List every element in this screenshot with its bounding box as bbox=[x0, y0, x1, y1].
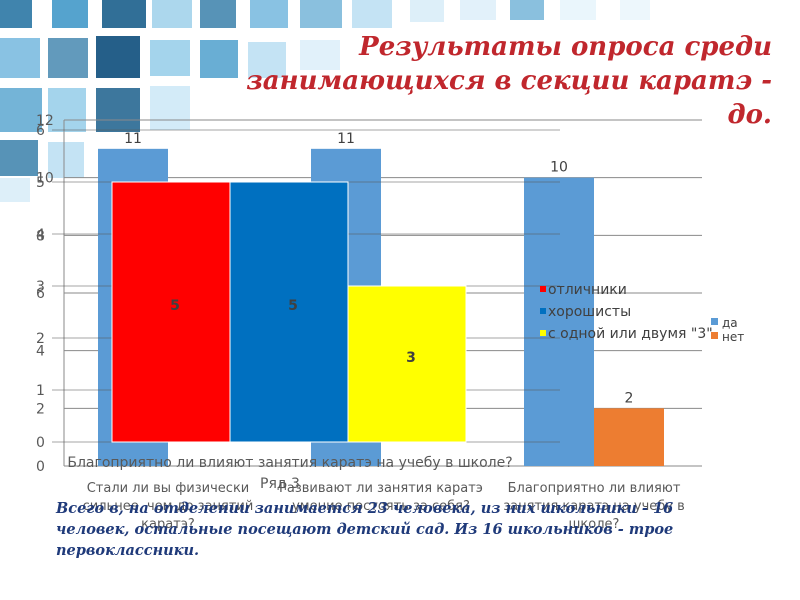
bar-с одной или двумя "3" bbox=[347, 285, 467, 443]
y-tick-label: 8 bbox=[36, 228, 45, 244]
x-category-label: Развивают ли занятия каратэ умение постоя… bbox=[279, 481, 483, 514]
y-tick-label: 1 bbox=[36, 383, 45, 399]
slide-footnote: Всего в, на отделении занимается 23 чело… bbox=[56, 500, 674, 559]
chart-overlay-layer: 0 1 2 3 4 5 6 5 5 3 Благоприятно ли влияют занятия… bbox=[36, 123, 713, 492]
y-tick-label: 6 bbox=[36, 123, 45, 139]
y-tick-label: 2 bbox=[36, 401, 45, 417]
y-tick-label: 0 bbox=[36, 459, 45, 475]
legend-swatch-отличники bbox=[540, 286, 546, 292]
legend-swatch-с одной или двумя "3" bbox=[540, 330, 546, 336]
data-label: 2 bbox=[625, 390, 634, 406]
data-label: 3 bbox=[406, 350, 416, 366]
y-tick-label: 6 bbox=[36, 286, 45, 302]
data-label: 10 bbox=[550, 160, 568, 176]
legend-swatch-нет bbox=[711, 332, 718, 339]
x-category-label: Благоприятно ли влияют занятия каратэ на … bbox=[503, 481, 685, 532]
y-tick-label: 10 bbox=[36, 171, 54, 187]
legend-label: да bbox=[722, 316, 738, 330]
bar-да bbox=[524, 177, 594, 466]
bar-отличники bbox=[111, 181, 231, 443]
y-tick-label: 12 bbox=[36, 113, 54, 129]
y-tick-label: 5 bbox=[36, 175, 45, 191]
legend-label: хорошисты bbox=[548, 304, 631, 320]
y-tick-label: 2 bbox=[36, 331, 45, 347]
slide-title: Результаты опроса среди занимающихся в с… bbox=[246, 32, 772, 130]
y-tick-label: 3 bbox=[36, 279, 45, 295]
bar-нет bbox=[594, 408, 664, 466]
data-label: 11 bbox=[124, 131, 142, 147]
x-category-label: Стали ли вы физически сильнее, чем до зан… bbox=[83, 481, 254, 532]
y-tick-label: 4 bbox=[36, 344, 45, 360]
data-label: 5 bbox=[170, 298, 180, 314]
legend-swatch-хорошисты bbox=[540, 308, 546, 314]
legend-label: нет bbox=[722, 330, 744, 344]
chart-title: Благоприятно ли влияют занятия каратэ на… bbox=[67, 455, 512, 471]
legend-label: отличники bbox=[548, 282, 627, 298]
data-label: 5 bbox=[288, 298, 298, 314]
y-tick-label: 4 bbox=[36, 227, 45, 243]
data-label: 11 bbox=[337, 131, 355, 147]
legend-swatch-да bbox=[711, 318, 718, 325]
y-tick-label: 0 bbox=[36, 435, 45, 451]
x-category-label: Ряд 3 bbox=[260, 476, 300, 492]
bar-хорошисты bbox=[229, 181, 349, 443]
legend-label: с одной или двумя "3" bbox=[548, 326, 713, 342]
